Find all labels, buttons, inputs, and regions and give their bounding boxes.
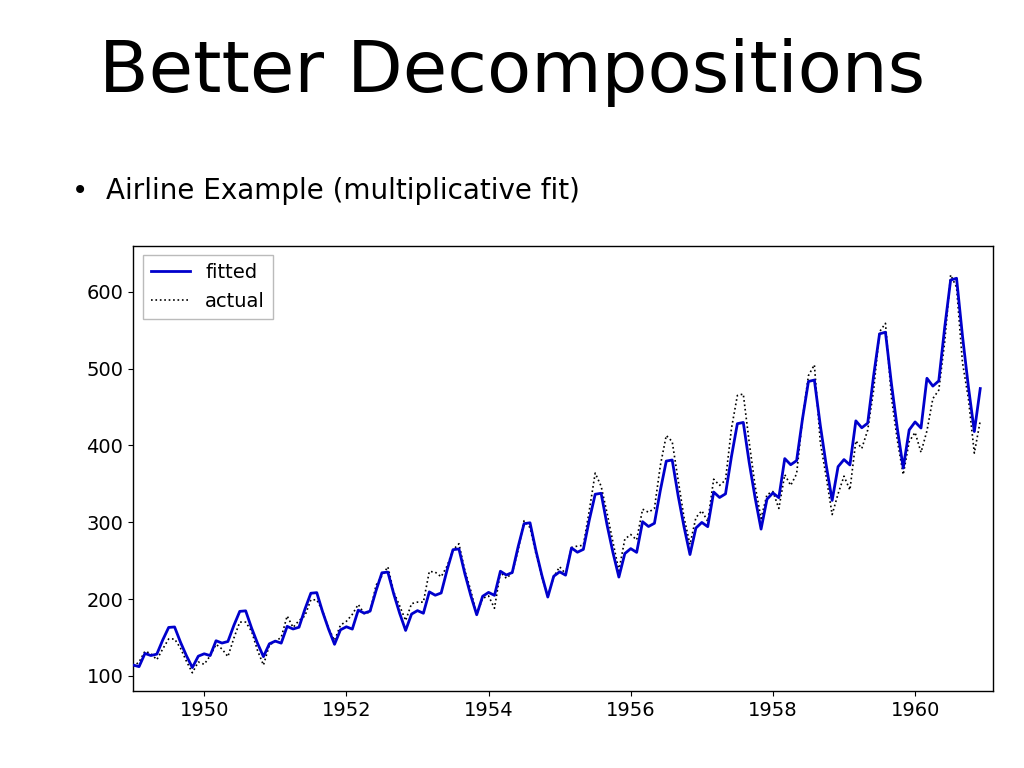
- actual: [737, 389, 750, 399]
- fitted: [814, 421, 826, 430]
- Line: fitted: fitted: [133, 278, 980, 667]
- actual: [186, 668, 199, 677]
- Text: Better Decompositions: Better Decompositions: [99, 38, 925, 108]
- fitted: [737, 418, 750, 427]
- actual: [393, 601, 406, 611]
- fitted: [127, 660, 139, 670]
- actual: [814, 438, 826, 447]
- fitted: [257, 652, 269, 661]
- Line: actual: actual: [133, 275, 980, 673]
- actual: [257, 660, 269, 670]
- fitted: [826, 496, 839, 505]
- actual: [974, 416, 986, 425]
- actual: [826, 510, 839, 519]
- fitted: [974, 384, 986, 393]
- fitted: [186, 663, 199, 672]
- Text: •  Airline Example (multiplicative fit): • Airline Example (multiplicative fit): [72, 177, 580, 204]
- fitted: [950, 273, 963, 283]
- actual: [193, 657, 205, 667]
- actual: [944, 270, 956, 280]
- actual: [127, 662, 139, 671]
- fitted: [193, 651, 205, 660]
- fitted: [393, 609, 406, 618]
- Legend: fitted, actual: fitted, actual: [142, 256, 272, 319]
